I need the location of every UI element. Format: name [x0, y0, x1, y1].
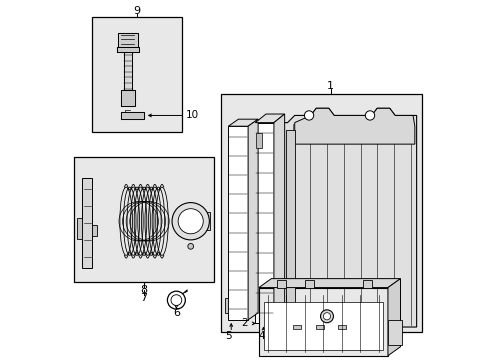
Bar: [286, 130, 294, 316]
Bar: [337, 325, 345, 329]
Polygon shape: [117, 47, 139, 51]
Polygon shape: [255, 114, 284, 123]
Bar: [256, 134, 261, 148]
Polygon shape: [118, 33, 138, 47]
Bar: [276, 280, 285, 288]
Polygon shape: [258, 279, 400, 288]
Bar: [255, 123, 273, 323]
Bar: [387, 320, 402, 345]
Circle shape: [365, 111, 374, 120]
Text: 2: 2: [241, 319, 247, 328]
Bar: [258, 288, 387, 356]
Polygon shape: [294, 108, 414, 144]
Polygon shape: [387, 279, 400, 356]
Bar: [82, 178, 92, 268]
Bar: [199, 212, 210, 230]
Circle shape: [304, 111, 313, 120]
Bar: [74, 157, 214, 282]
Text: 4: 4: [258, 331, 264, 341]
Bar: [292, 325, 300, 329]
Circle shape: [178, 209, 203, 234]
Polygon shape: [121, 90, 135, 107]
Circle shape: [320, 310, 333, 323]
Polygon shape: [228, 119, 258, 126]
Circle shape: [187, 243, 193, 249]
Bar: [264, 302, 382, 350]
Text: 1: 1: [326, 81, 333, 91]
Polygon shape: [123, 51, 132, 90]
Text: 10: 10: [185, 111, 198, 121]
Bar: [305, 280, 314, 288]
Polygon shape: [280, 108, 416, 327]
Text: 9: 9: [133, 6, 140, 16]
Text: 8: 8: [140, 285, 147, 295]
Text: 5: 5: [225, 331, 232, 341]
Polygon shape: [121, 112, 144, 119]
Circle shape: [172, 203, 209, 240]
Text: 7: 7: [140, 293, 147, 303]
Bar: [221, 94, 421, 332]
Bar: [77, 218, 82, 239]
Bar: [92, 17, 182, 132]
Bar: [92, 225, 97, 235]
Bar: [228, 126, 247, 320]
Circle shape: [323, 313, 330, 320]
Text: 3: 3: [305, 311, 312, 321]
Text: 6: 6: [173, 308, 180, 318]
Bar: [225, 298, 228, 313]
Bar: [316, 325, 324, 329]
Bar: [362, 280, 371, 288]
Polygon shape: [247, 119, 258, 320]
Polygon shape: [273, 114, 284, 323]
